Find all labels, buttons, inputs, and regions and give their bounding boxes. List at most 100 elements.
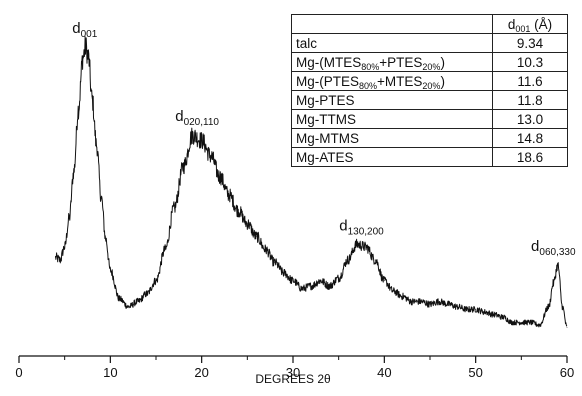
sample-name: Mg-(MTES80%+PTES20%)	[291, 52, 493, 72]
data-point	[310, 285, 312, 287]
data-point	[338, 277, 340, 279]
peak-label: d020,110	[175, 108, 219, 128]
data-point	[447, 303, 449, 305]
data-point	[393, 290, 394, 292]
data-point	[155, 280, 157, 282]
data-point	[91, 98, 93, 100]
series-line	[55, 36, 568, 328]
data-point	[59, 259, 61, 261]
d001-value: 10.3	[492, 52, 568, 72]
data-point	[77, 108, 79, 110]
data-point	[146, 293, 148, 295]
sample-name: Mg-(PTES80%+MTES20%)	[291, 71, 493, 91]
table-row: Mg-TTMS 13.0	[291, 109, 568, 129]
d001-value: 11.6	[492, 71, 568, 91]
series-layer	[55, 36, 568, 328]
data-point	[557, 264, 559, 266]
data-point	[552, 283, 554, 284]
data-point	[383, 280, 385, 282]
x-tick-label: 50	[468, 365, 482, 380]
data-point	[562, 306, 563, 308]
data-point	[365, 246, 367, 248]
data-point	[219, 176, 221, 178]
data-point	[192, 134, 193, 136]
data-point	[411, 301, 413, 302]
table-header-empty	[291, 14, 493, 34]
d001-value: 9.34	[492, 33, 568, 53]
x-tick-label: 30	[286, 365, 300, 380]
data-point	[329, 285, 330, 287]
data-point	[274, 262, 276, 263]
data-point	[520, 322, 522, 323]
sample-name: Mg-MTMS	[291, 128, 493, 148]
sample-name: talc	[291, 33, 493, 53]
data-point	[466, 309, 467, 310]
data-point	[109, 270, 111, 271]
data-point	[484, 311, 486, 313]
x-tick-label: 10	[103, 365, 117, 380]
data-point	[137, 301, 139, 302]
data-point	[237, 210, 239, 212]
data-point	[265, 249, 266, 251]
data-point	[292, 280, 294, 282]
data-point	[55, 257, 56, 258]
sample-name: Mg-ATES	[291, 147, 493, 167]
data-point	[347, 259, 349, 261]
data-point	[502, 316, 504, 318]
table-row: Mg-(MTES80%+PTES20%) 10.3	[291, 52, 568, 72]
data-point	[210, 155, 212, 157]
data-point	[283, 272, 285, 274]
data-point	[82, 56, 84, 58]
data-point	[201, 140, 203, 141]
data-point	[64, 246, 66, 248]
peak-label: d060,330	[531, 238, 576, 258]
x-ticks: 0 10 20 30 40 50 60	[15, 356, 574, 380]
table-row: talc 9.34	[291, 33, 568, 53]
data-point	[100, 197, 102, 199]
d001-value: 13.0	[492, 109, 568, 129]
sample-name: Mg-PTES	[291, 90, 493, 110]
data-point	[539, 324, 540, 326]
table-row: Mg-MTMS 14.8	[291, 128, 568, 148]
table-row: Mg-PTES 11.8	[291, 90, 568, 110]
data-point	[164, 249, 166, 251]
data-point	[119, 298, 120, 300]
data-point	[301, 288, 303, 289]
data-point	[566, 327, 568, 328]
d001-value: 14.8	[492, 128, 568, 148]
table-header-row: d001 (Å)	[291, 14, 568, 34]
x-tick-label: 20	[194, 365, 208, 380]
data-point	[85, 46, 87, 48]
sample-name: Mg-TTMS	[291, 109, 493, 129]
data-point	[457, 306, 458, 308]
table-row: Mg-(PTES80%+MTES20%) 11.6	[291, 71, 568, 91]
peak-label: d001	[72, 20, 97, 40]
data-point	[105, 238, 107, 240]
x-axis-label: DEGREES 2θ	[255, 372, 331, 386]
data-point	[493, 314, 495, 315]
data-point	[402, 296, 403, 297]
data-point	[173, 207, 175, 209]
data-point	[73, 171, 75, 173]
x-tick-label: 0	[15, 365, 22, 380]
data-point	[530, 322, 531, 323]
data-point	[96, 145, 98, 147]
data-point	[246, 223, 248, 225]
data-point	[374, 259, 376, 261]
data-point	[429, 303, 431, 305]
peak-annotations: d001 d020,110 d130,200 d060,330	[72, 20, 576, 258]
d001-value: 11.8	[492, 90, 568, 110]
data-point	[420, 301, 422, 302]
data-point	[228, 194, 230, 196]
d001-value: 18.6	[492, 147, 568, 167]
x-tick-label: 40	[377, 365, 391, 380]
data-point	[183, 166, 184, 167]
data-point	[356, 244, 358, 245]
x-tick-label: 60	[560, 365, 574, 380]
data-point	[511, 322, 513, 323]
data-point	[88, 56, 89, 58]
d-spacing-table: d001 (Å) talc 9.34 Mg-(MTES80%+PTES20%) 10.3…	[291, 14, 568, 167]
data-point	[438, 301, 440, 302]
data-point	[128, 306, 130, 308]
